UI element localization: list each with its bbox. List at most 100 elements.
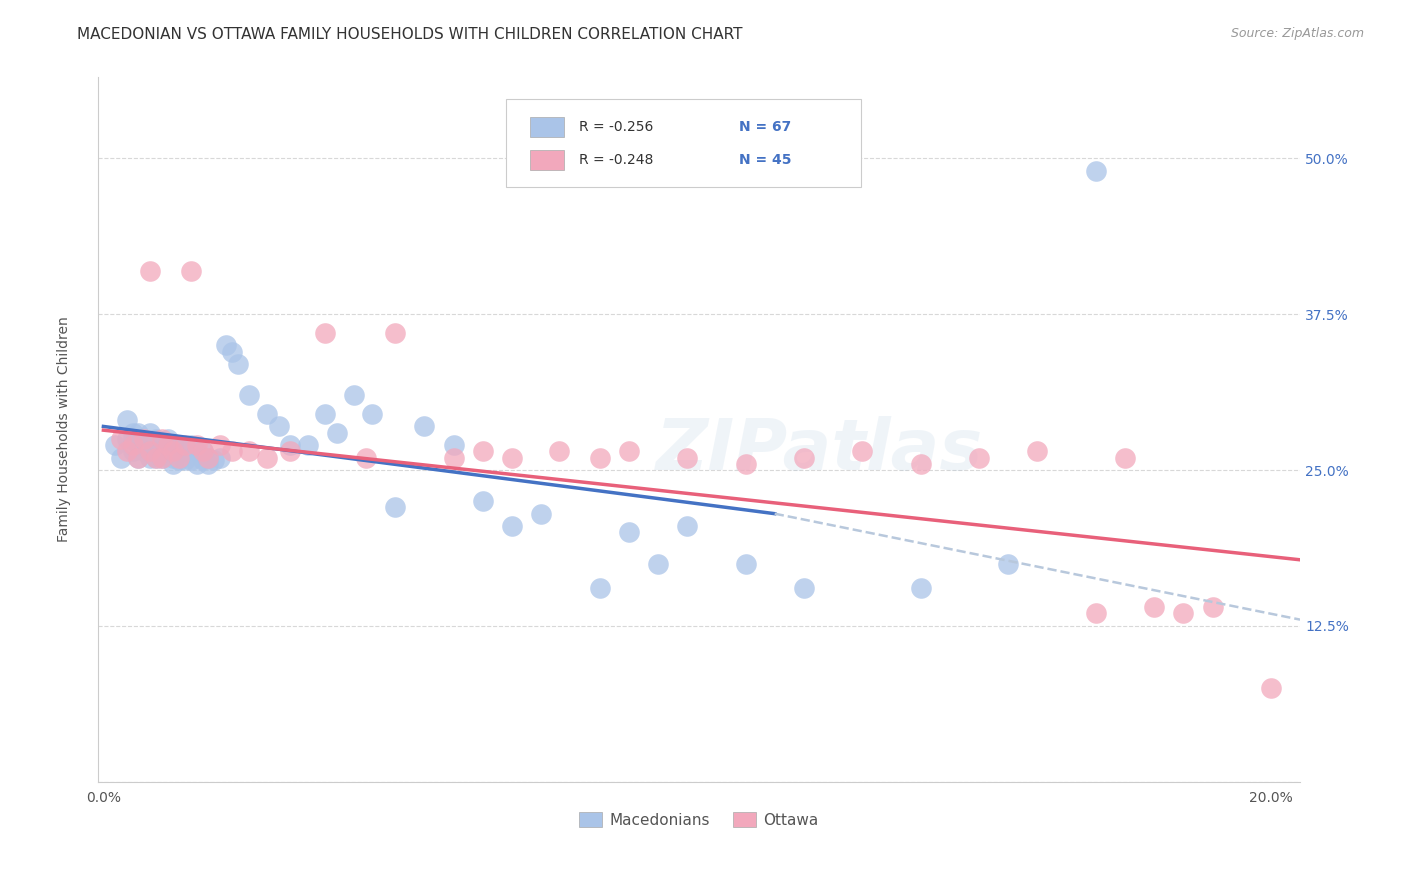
Point (115, 432, 138, 446)
Point (1260, 681, 1282, 695)
Point (1201, 600, 1223, 615)
FancyBboxPatch shape (506, 99, 860, 186)
Point (134, 444, 156, 458)
Point (588, 582, 610, 596)
Point (547, 444, 569, 458)
Text: N = 45: N = 45 (738, 153, 792, 167)
Point (197, 450, 219, 465)
Point (267, 419, 290, 434)
Legend: Macedonians, Ottawa: Macedonians, Ottawa (572, 805, 825, 834)
Point (169, 450, 191, 465)
Text: N = 67: N = 67 (738, 120, 790, 134)
Point (278, 438, 301, 452)
Text: Source: ZipAtlas.com: Source: ZipAtlas.com (1230, 27, 1364, 40)
Point (104, 438, 127, 452)
Point (121, 425, 143, 440)
Point (384, 326, 406, 340)
Point (191, 453, 214, 467)
Point (215, 338, 238, 352)
Point (180, 438, 202, 452)
Point (278, 444, 301, 458)
Point (162, 457, 184, 471)
Point (139, 263, 162, 277)
Point (162, 438, 184, 452)
Point (343, 388, 366, 402)
Point (186, 438, 208, 452)
Point (209, 438, 232, 452)
Point (471, 444, 494, 458)
Point (471, 494, 494, 508)
Point (793, 450, 815, 465)
Point (174, 453, 197, 467)
Point (156, 444, 179, 458)
Point (156, 438, 179, 452)
Point (150, 438, 173, 452)
Point (134, 432, 156, 446)
Point (186, 444, 208, 458)
Point (127, 450, 149, 465)
Point (150, 450, 173, 465)
Point (314, 407, 336, 421)
Point (734, 457, 756, 471)
Point (121, 444, 143, 458)
Point (169, 441, 191, 455)
Point (734, 557, 756, 571)
Point (150, 450, 173, 465)
Text: ZIPatlas: ZIPatlas (655, 417, 983, 485)
Point (297, 438, 319, 452)
Point (150, 444, 173, 458)
Point (127, 438, 149, 452)
Point (1143, 600, 1166, 615)
Point (169, 453, 191, 467)
Point (145, 432, 167, 446)
Point (162, 450, 184, 465)
Point (384, 500, 406, 515)
Point (221, 344, 243, 359)
Point (588, 450, 610, 465)
Point (180, 453, 202, 467)
Point (1026, 444, 1049, 458)
Point (314, 326, 336, 340)
Point (197, 450, 219, 465)
Point (145, 444, 167, 458)
Y-axis label: Family Households with Children: Family Households with Children (58, 317, 72, 542)
Text: R = -0.256: R = -0.256 (579, 120, 652, 134)
Point (361, 407, 384, 421)
Point (139, 450, 162, 465)
Point (326, 425, 349, 440)
FancyBboxPatch shape (530, 117, 564, 136)
Point (647, 557, 669, 571)
Point (256, 407, 278, 421)
Point (793, 582, 815, 596)
Point (174, 444, 197, 458)
Point (354, 450, 377, 465)
Point (145, 450, 167, 465)
Point (238, 388, 260, 402)
Point (221, 444, 243, 458)
Point (156, 432, 179, 446)
Point (443, 438, 465, 452)
Point (127, 450, 149, 465)
Point (530, 507, 553, 521)
Point (121, 432, 143, 446)
Point (910, 582, 932, 596)
Point (676, 450, 699, 465)
Text: R = -0.248: R = -0.248 (579, 153, 652, 167)
Point (191, 444, 214, 458)
Point (967, 450, 990, 465)
Point (226, 357, 249, 371)
Point (180, 263, 202, 277)
Point (910, 457, 932, 471)
Point (139, 444, 162, 458)
Point (1114, 450, 1136, 465)
Point (174, 438, 197, 452)
Point (851, 444, 873, 458)
Point (1173, 607, 1195, 621)
Text: MACEDONIAN VS OTTAWA FAMILY HOUSEHOLDS WITH CHILDREN CORRELATION CHART: MACEDONIAN VS OTTAWA FAMILY HOUSEHOLDS W… (77, 27, 742, 42)
Point (115, 444, 138, 458)
Point (617, 525, 640, 540)
Point (202, 453, 225, 467)
Point (997, 557, 1019, 571)
Point (127, 425, 149, 440)
Point (150, 432, 173, 446)
